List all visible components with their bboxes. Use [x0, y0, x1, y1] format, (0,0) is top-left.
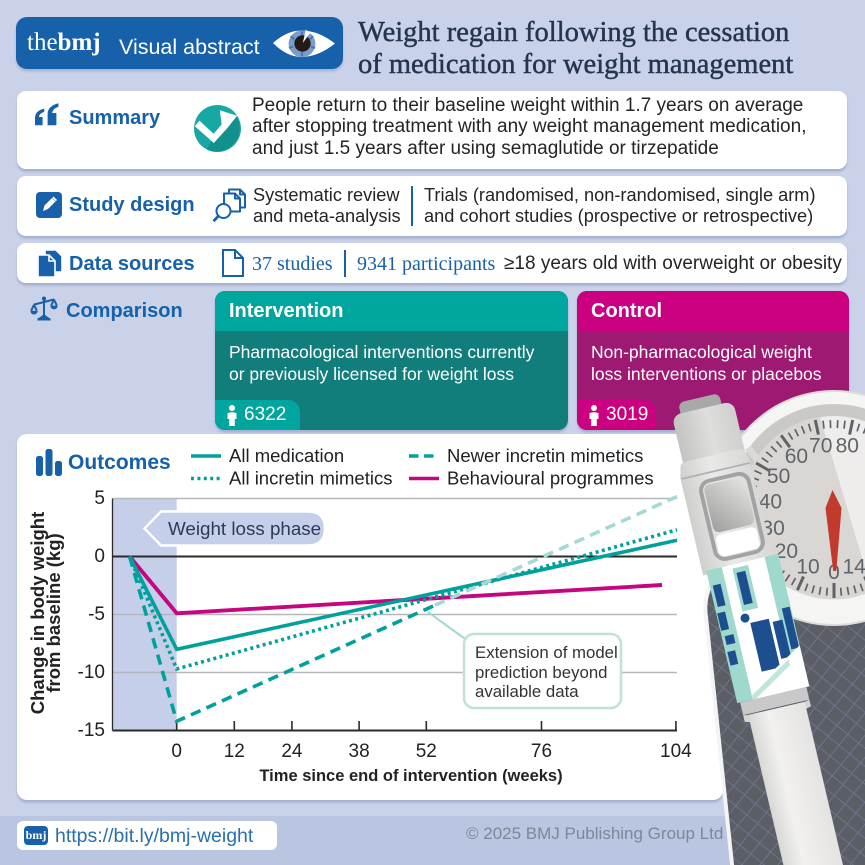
svg-text:12: 12: [224, 741, 245, 762]
svg-text:Newer incretin mimetics: Newer incretin mimetics: [447, 445, 643, 466]
svg-text:104: 104: [660, 741, 692, 762]
svg-text:38: 38: [349, 741, 370, 762]
svg-text:available data: available data: [475, 682, 579, 701]
svg-text:76: 76: [531, 741, 552, 762]
svg-text:5: 5: [94, 488, 105, 509]
svg-text:-5: -5: [88, 604, 105, 625]
svg-text:from baseline (kg): from baseline (kg): [43, 533, 64, 692]
svg-text:Behavioural programmes: Behavioural programmes: [447, 468, 654, 489]
svg-text:0: 0: [94, 546, 105, 567]
svg-text:All incretin mimetics: All incretin mimetics: [229, 468, 392, 489]
svg-text:-15: -15: [78, 720, 105, 741]
svg-text:0: 0: [171, 741, 182, 762]
svg-text:52: 52: [416, 741, 437, 762]
svg-text:-10: -10: [78, 662, 105, 683]
svg-text:Time since end of intervention: Time since end of intervention (weeks): [259, 767, 562, 785]
svg-text:Extension of model: Extension of model: [475, 643, 618, 662]
svg-text:Change in body weight: Change in body weight: [27, 512, 48, 714]
svg-text:All medication: All medication: [229, 445, 344, 466]
svg-text:Weight loss phase: Weight loss phase: [168, 518, 321, 539]
svg-text:prediction beyond: prediction beyond: [475, 663, 607, 682]
svg-text:24: 24: [281, 741, 303, 762]
